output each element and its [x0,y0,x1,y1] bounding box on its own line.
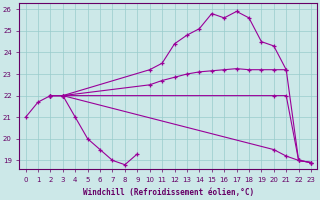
X-axis label: Windchill (Refroidissement éolien,°C): Windchill (Refroidissement éolien,°C) [83,188,254,197]
